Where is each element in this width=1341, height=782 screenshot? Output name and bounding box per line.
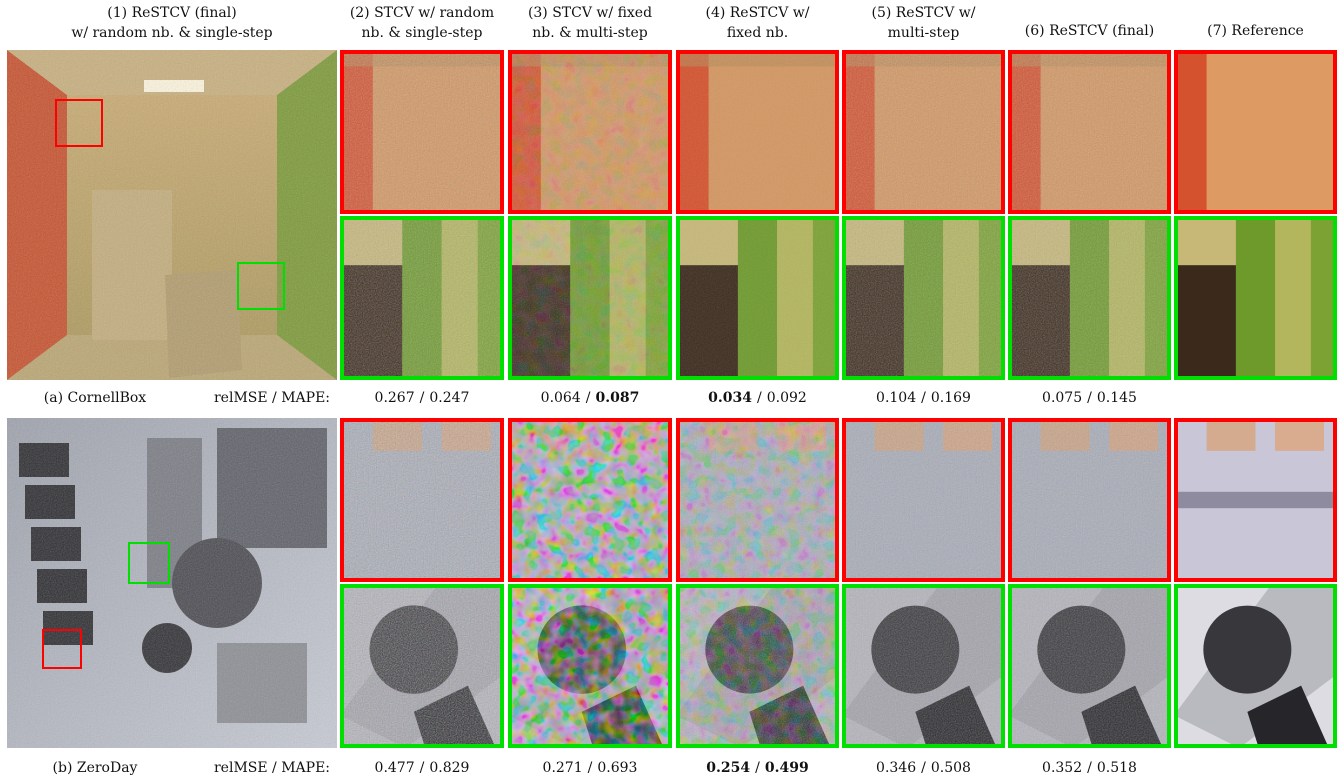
metric-label: relMSE / MAPE: [214,760,330,776]
metric-values: 0.075 / 0.145 [1042,390,1137,406]
column-header: (5) ReSTCV w/ [871,5,975,21]
separator: / [1087,760,1092,776]
column-header: (6) ReSTCV (final) [1025,23,1154,39]
metric-values: 0.104 / 0.169 [876,390,971,406]
separator: / [586,390,591,406]
separator: / [921,760,926,776]
noise [340,418,504,582]
separator: / [757,390,762,406]
blotch [508,216,672,380]
box-side [1236,216,1275,380]
glow [1275,418,1324,451]
relmse-value: 0.034 [708,390,752,406]
blotch [676,584,839,748]
metric-values: 0.271 /0.693 [543,760,638,776]
relmse-value: 0.104 [876,390,916,406]
mape-value: 0.518 [1097,760,1137,776]
mape-value: 0.087 [595,390,639,406]
metric-values: 0.267 /0.247 [375,390,470,406]
mape-value: 0.499 [765,760,809,776]
mape-value: 0.169 [931,390,971,406]
figure: (1) ReSTCV (final) w/ random nb. & single… [0,0,1341,782]
metric-values: 0.352 / 0.518 [1042,760,1137,776]
metric-values: 0.034 / 0.092 [708,390,807,406]
column-header: (1) ReSTCV (final) [107,5,236,21]
noise [842,50,1005,214]
metric-values: 0.346 / 0.508 [876,760,971,776]
mape-value: 0.829 [429,760,469,776]
relmse-value: 0.064 [541,390,581,406]
noise [340,50,504,214]
scene-row [7,50,1337,380]
scene-row [7,418,1337,748]
column-header: w/ random nb. & single-step [71,25,272,41]
relmse-value: 0.477 [375,760,415,776]
metric-label: relMSE / MAPE: [214,390,330,406]
separator: / [1087,390,1092,406]
blotch [508,50,672,214]
box-top [1174,216,1236,265]
wheel [1203,606,1291,694]
blotch [508,584,672,748]
noise [1008,584,1171,748]
relmse-value: 0.346 [876,760,916,776]
glow [1207,418,1256,451]
scene-label: (a) CornellBox [44,390,147,406]
mape-value: 0.145 [1097,390,1137,406]
column-header: nb. & single-step [362,25,483,41]
metric-values: 0.254 / 0.499 [706,760,808,776]
column-header: (7) Reference [1207,23,1304,39]
rail [1174,492,1337,508]
separator: / [921,390,926,406]
separator: / [420,760,425,776]
noise [340,216,504,380]
noise [1008,50,1171,214]
noise [1008,418,1171,582]
red-wall [1174,50,1207,214]
column-header: (4) ReSTCV w/ [705,5,809,21]
noise [340,584,504,748]
mape-value: 0.092 [767,390,807,406]
noise [842,584,1005,748]
blotch [676,418,839,582]
noise [676,50,839,214]
box-face [1174,265,1236,380]
column-header: (2) STCV w/ random [350,5,494,21]
noise [7,418,337,748]
separator: / [755,760,760,776]
separator: / [420,390,425,406]
stripe [1275,216,1311,380]
separator: / [588,760,593,776]
blotch [508,418,672,582]
noise [842,418,1005,582]
relmse-value: 0.075 [1042,390,1082,406]
column-header: nb. & multi-step [532,25,647,41]
column-header: fixed nb. [727,25,788,41]
column-header: multi-step [888,25,960,41]
mape-value: 0.693 [597,760,637,776]
noise [676,216,839,380]
relmse-value: 0.267 [375,390,415,406]
relmse-value: 0.271 [543,760,583,776]
noise [1008,216,1171,380]
metric-values: 0.064 /0.087 [541,390,640,406]
relmse-value: 0.254 [706,760,750,776]
metric-values: 0.477 /0.829 [375,760,470,776]
mape-value: 0.508 [931,760,971,776]
column-header: (3) STCV w/ fixed [528,5,652,21]
mape-value: 0.247 [429,390,469,406]
relmse-value: 0.352 [1042,760,1082,776]
scene-label: (b) ZeroDay [53,760,138,776]
noise [842,216,1005,380]
